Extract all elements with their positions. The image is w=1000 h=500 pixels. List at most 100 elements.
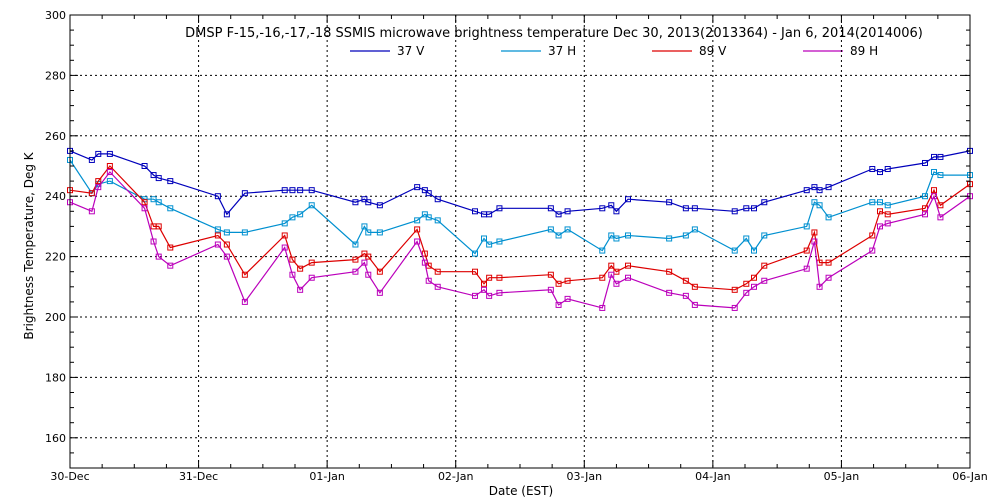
data-point — [434, 196, 441, 203]
data-point — [376, 268, 383, 275]
data-point — [691, 283, 698, 290]
x-tick-label: 30-Dec — [50, 470, 89, 483]
data-point — [869, 199, 876, 206]
data-point — [425, 277, 432, 284]
data-point — [141, 199, 148, 206]
data-point — [434, 217, 441, 224]
data-point — [150, 172, 157, 179]
x-tick-label: 05-Jan — [824, 470, 860, 483]
data-point — [691, 226, 698, 233]
series-89v — [67, 163, 973, 293]
data-point — [599, 205, 606, 212]
data-point — [376, 202, 383, 209]
axis-ticks — [69, 14, 971, 468]
series-layer — [67, 147, 973, 311]
data-point — [922, 211, 928, 218]
data-point — [481, 235, 487, 242]
data-point — [547, 271, 554, 278]
x-tick-labels: 30-Dec 31-Dec 01-Jan 02-Jan 03-Jan 04-Jan 05-J… — [50, 470, 987, 483]
data-point — [743, 235, 750, 242]
data-point — [811, 238, 818, 245]
data-point — [931, 193, 937, 200]
data-point — [88, 208, 95, 215]
data-point — [155, 199, 162, 206]
data-point — [564, 208, 571, 215]
data-point — [625, 232, 631, 239]
chart-title: DMSP F-15,-16,-17,-18 SSMIS microwave br… — [185, 26, 923, 41]
data-point — [361, 250, 368, 257]
data-point — [223, 241, 230, 248]
data-point — [421, 250, 428, 257]
data-point — [761, 277, 768, 284]
data-point — [414, 217, 421, 224]
data-point — [88, 156, 95, 163]
data-point — [308, 274, 315, 281]
data-point — [486, 292, 493, 299]
data-point — [352, 241, 359, 248]
data-point — [361, 259, 368, 266]
data-point — [869, 232, 876, 239]
x-tick-label: 02-Jan — [438, 470, 474, 483]
legend-item: 37 H — [501, 44, 576, 58]
data-point — [625, 262, 631, 269]
grid — [70, 15, 970, 468]
data-point — [365, 229, 372, 236]
data-point — [365, 271, 372, 278]
data-point — [682, 205, 689, 212]
data-point — [425, 262, 432, 269]
data-point — [141, 163, 148, 169]
legend-label: 37 V — [397, 44, 425, 58]
data-point — [481, 280, 487, 287]
data-point — [414, 184, 421, 191]
data-point — [599, 304, 606, 311]
y-tick-labels: 160 180 200 220 240 260 280 300 — [45, 9, 66, 445]
y-tick-label: 200 — [45, 311, 66, 324]
legend-item: 89 H — [803, 44, 878, 58]
data-point — [931, 153, 937, 160]
x-tick-label: 03-Jan — [567, 470, 603, 483]
data-point — [743, 280, 750, 287]
data-point — [214, 241, 221, 248]
data-point — [167, 205, 174, 212]
data-point — [555, 280, 562, 287]
x-tick-label: 31-Dec — [179, 470, 218, 483]
data-point — [352, 256, 359, 263]
data-point — [564, 226, 571, 233]
data-point — [625, 196, 631, 203]
data-point — [223, 211, 230, 218]
data-point — [472, 250, 478, 257]
data-point — [496, 274, 503, 281]
data-point — [141, 205, 148, 212]
data-point — [743, 205, 750, 212]
data-point — [811, 184, 818, 191]
data-point — [434, 283, 441, 290]
data-point — [931, 187, 937, 194]
data-point — [214, 232, 221, 239]
data-point — [761, 262, 768, 269]
data-point — [816, 187, 823, 194]
data-point — [937, 214, 944, 221]
data-point — [751, 283, 757, 290]
data-point — [825, 259, 832, 266]
data-point — [922, 193, 928, 200]
data-point — [884, 211, 891, 218]
data-point — [281, 232, 288, 239]
data-point — [731, 247, 738, 254]
data-point — [608, 262, 615, 269]
data-point — [95, 150, 102, 157]
data-point — [352, 268, 359, 275]
data-point — [434, 268, 441, 275]
y-tick-label: 280 — [45, 69, 66, 82]
data-point — [731, 286, 738, 293]
data-point — [421, 187, 428, 194]
data-point — [308, 202, 315, 209]
data-point — [751, 247, 757, 254]
series-37v — [67, 147, 973, 218]
data-point — [486, 211, 493, 218]
data-point — [486, 274, 493, 281]
data-point — [155, 253, 162, 260]
data-point — [937, 153, 944, 160]
data-point — [803, 187, 810, 194]
data-point — [167, 262, 174, 269]
data-point — [555, 232, 562, 239]
